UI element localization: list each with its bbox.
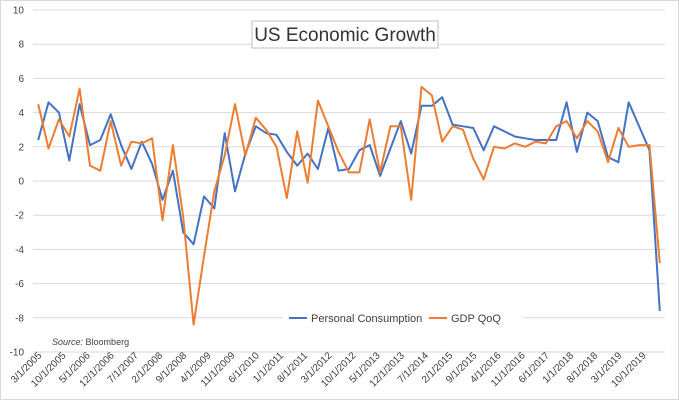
legend: Personal Consumption GDP QoQ <box>283 308 523 328</box>
chart-title: US Economic Growth <box>254 25 436 46</box>
y-tick-label: 0 <box>18 177 24 188</box>
source-note: Source: Bloomberg <box>52 337 129 347</box>
y-tick-label: 2 <box>18 142 24 153</box>
legend-label-gdp-qoq: GDP QoQ <box>451 313 501 325</box>
series-lines <box>37 85 661 326</box>
y-tick-label: -10 <box>10 348 25 359</box>
y-axis: -10 -8 -6 -4 -2 0 2 4 6 8 10 <box>10 6 25 359</box>
y-tick-label: -4 <box>15 245 24 256</box>
series-line-personal-consumption <box>37 96 661 312</box>
legend-label-personal-consumption: Personal Consumption <box>311 313 422 325</box>
y-tick-label: -8 <box>15 313 24 324</box>
title-box <box>251 20 439 49</box>
source-value: Bloomberg <box>86 337 130 347</box>
y-tick-label: 4 <box>18 108 24 119</box>
legend-box <box>283 308 523 328</box>
y-tick-label: 6 <box>18 74 24 85</box>
y-tick-label: 8 <box>18 40 24 51</box>
source-label: Source: <box>52 337 84 347</box>
y-tick-label: -6 <box>15 279 24 290</box>
y-tick-label: 10 <box>13 6 25 17</box>
series-line-gdp-qoq <box>37 85 661 326</box>
y-tick-label: -2 <box>15 211 24 222</box>
